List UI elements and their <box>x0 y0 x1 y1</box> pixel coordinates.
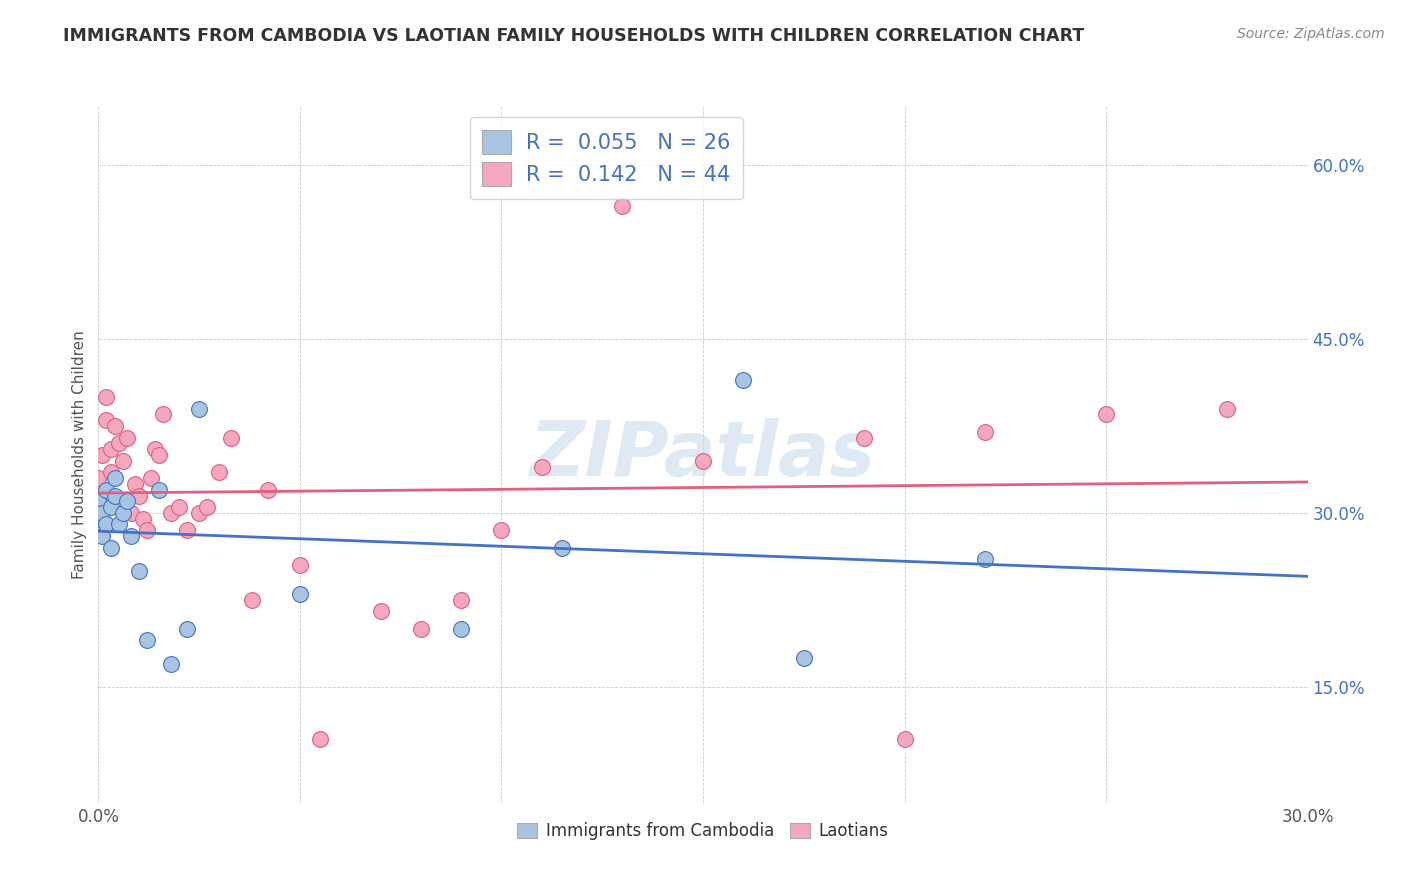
Point <box>120 506 142 520</box>
Point <box>309 731 332 746</box>
Point <box>103 471 125 485</box>
Point <box>124 476 146 491</box>
Point <box>256 483 278 497</box>
Point <box>96 483 118 497</box>
Point <box>176 523 198 537</box>
Text: IMMIGRANTS FROM CAMBODIA VS LAOTIAN FAMILY HOUSEHOLDS WITH CHILDREN CORRELATION : IMMIGRANTS FROM CAMBODIA VS LAOTIAN FAMI… <box>63 27 1084 45</box>
Point <box>103 489 125 503</box>
Point <box>974 425 997 439</box>
Point <box>139 471 162 485</box>
Legend: Immigrants from Cambodia, Laotians: Immigrants from Cambodia, Laotians <box>510 815 896 847</box>
Point <box>87 511 110 525</box>
Point <box>450 592 472 607</box>
Point <box>551 541 574 555</box>
Y-axis label: Family Households with Children: Family Households with Children <box>72 331 87 579</box>
Point <box>107 517 129 532</box>
Point <box>96 390 118 404</box>
Point <box>893 731 915 746</box>
Point <box>152 407 174 421</box>
Point <box>120 529 142 543</box>
Point <box>91 506 114 520</box>
Point <box>188 506 211 520</box>
Point <box>288 587 311 601</box>
Point <box>96 517 118 532</box>
Point <box>176 622 198 636</box>
Point <box>853 431 876 445</box>
Point <box>100 541 122 555</box>
Point <box>208 466 231 480</box>
Point <box>530 459 553 474</box>
Point <box>115 431 138 445</box>
Point <box>87 471 110 485</box>
Point <box>111 453 134 467</box>
Point <box>195 500 218 514</box>
Point <box>793 651 815 665</box>
Point <box>974 552 997 566</box>
Point <box>160 506 183 520</box>
Point <box>87 494 110 508</box>
Point <box>87 511 110 525</box>
Point <box>143 442 166 457</box>
Point <box>128 489 150 503</box>
Point <box>612 199 634 213</box>
Point <box>240 592 263 607</box>
Point <box>91 529 114 543</box>
Point <box>115 494 138 508</box>
Point <box>221 431 243 445</box>
Point <box>100 500 122 514</box>
Point <box>288 558 311 573</box>
Point <box>100 442 122 457</box>
Point <box>148 448 170 462</box>
Text: ZIPatlas: ZIPatlas <box>530 418 876 491</box>
Text: Source: ZipAtlas.com: Source: ZipAtlas.com <box>1237 27 1385 41</box>
Point <box>450 622 472 636</box>
Point <box>96 413 118 427</box>
Point <box>103 419 125 434</box>
Point <box>188 401 211 416</box>
Point <box>111 506 134 520</box>
Point <box>128 564 150 578</box>
Point <box>692 453 714 467</box>
Point <box>1095 407 1118 421</box>
Point <box>370 605 392 619</box>
Point <box>160 657 183 671</box>
Point <box>491 523 513 537</box>
Point <box>91 494 114 508</box>
Point <box>167 500 190 514</box>
Point <box>135 523 157 537</box>
Point <box>100 466 122 480</box>
Point <box>91 448 114 462</box>
Point <box>733 373 755 387</box>
Point <box>107 436 129 450</box>
Point <box>409 622 432 636</box>
Point <box>1216 401 1239 416</box>
Point <box>148 483 170 497</box>
Point <box>135 633 157 648</box>
Point <box>132 511 155 525</box>
